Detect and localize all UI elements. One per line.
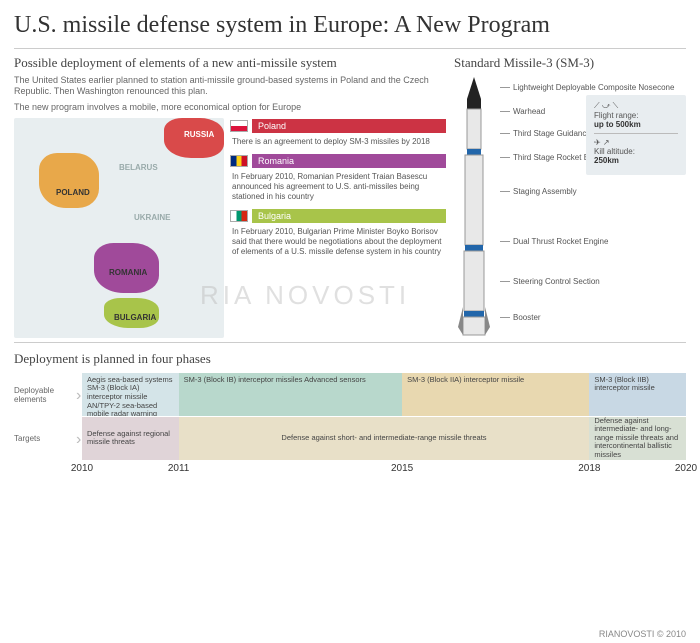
flag-icon	[230, 120, 248, 132]
top-section: Possible deployment of elements of a new…	[14, 55, 686, 338]
sm3-title: Standard Missile-3 (SM-3)	[454, 55, 686, 71]
country-name: Poland	[252, 119, 446, 133]
kill-altitude: ✈ ↗Kill altitude:250km	[594, 138, 678, 165]
europe-map: POLAND BELARUS RUSSIA UKRAINE ROMANIA BULGARI…	[14, 118, 224, 338]
country-name: Romania	[252, 154, 446, 168]
gantt-phase: SM-3 (Block IB) interceptor missiles Adv…	[179, 373, 402, 416]
year-label: 2010	[71, 463, 93, 474]
missile-labels: Lightweight Deployable Composite Nosecon…	[500, 77, 686, 337]
gantt-row: Defense against regional missile threats…	[82, 417, 686, 461]
year-label: 2018	[578, 463, 600, 474]
map-label-romania: ROMANIA	[109, 268, 147, 277]
gantt-bars: Aegis sea-based systems SM-3 (Block IA) …	[82, 373, 686, 477]
map-label-russia: RUSSIA	[184, 130, 214, 139]
description-1: The United States earlier planned to sta…	[14, 75, 446, 98]
missile-part-label: Dual Thrust Rocket Engine	[500, 237, 608, 246]
gantt-phase: Defense against regional missile threats	[82, 417, 179, 460]
deployment-subtitle: Possible deployment of elements of a new…	[14, 55, 446, 71]
country-name: Bulgaria	[252, 209, 446, 223]
map-shape-poland	[39, 153, 99, 208]
separator	[14, 48, 686, 49]
missile-part-label: Staging Assembly	[500, 187, 577, 196]
main-title: U.S. missile defense system in Europe: A…	[14, 12, 686, 40]
map-row: POLAND BELARUS RUSSIA UKRAINE ROMANIA BULGARI…	[14, 118, 446, 338]
missile-diagram: Lightweight Deployable Composite Nosecon…	[454, 77, 686, 337]
gantt-row-label: Deployable elements›	[14, 373, 82, 417]
flight-range: ⟋ ⤻ ⟍Flight range:up to 500km	[594, 101, 678, 129]
country-text: There is an agreement to deploy SM-3 mis…	[230, 134, 446, 147]
flag-icon	[230, 210, 248, 222]
gantt-phase: Defense against short- and intermediate-…	[179, 417, 590, 460]
year-label: 2015	[391, 463, 413, 474]
gantt-phase: Defense against intermediate- and long-r…	[589, 417, 686, 460]
gantt-chart: Deployable elements›Targets› Aegis sea-b…	[14, 373, 686, 477]
year-label: 2011	[168, 463, 190, 474]
country-box-poland: PolandThere is an agreement to deploy SM…	[230, 118, 446, 147]
separator-2	[14, 342, 686, 343]
gantt-phase: Aegis sea-based systems SM-3 (Block IA) …	[82, 373, 179, 416]
missile-part-label: Lightweight Deployable Composite Nosecon…	[500, 83, 674, 92]
map-label-bulgaria: BULGARIA	[114, 313, 156, 322]
right-column: Standard Missile-3 (SM-3) Lightweight De…	[454, 55, 686, 338]
country-text: In February 2010, Romanian President Tra…	[230, 169, 446, 202]
phases-title: Deployment is planned in four phases	[14, 351, 686, 367]
map-label-poland: POLAND	[56, 188, 90, 197]
phases-section: Deployment is planned in four phases Dep…	[14, 351, 686, 477]
missile-part-label: Warhead	[500, 107, 545, 116]
flag-icon	[230, 155, 248, 167]
missile-specs: ⟋ ⤻ ⟍Flight range:up to 500km ✈ ↗Kill al…	[586, 95, 686, 175]
gantt-phase: SM-3 (Block IIA) interceptor missile	[402, 373, 589, 416]
gantt-row-labels: Deployable elements›Targets›	[14, 373, 82, 477]
infographic-page: { "title": "U.S. missile defense system …	[0, 0, 700, 643]
missile-svg	[454, 77, 494, 337]
missile-part-label: Steering Control Section	[500, 277, 600, 286]
footer-credit: RIANOVOSTI © 2010	[599, 629, 686, 639]
map-label-ukraine: UKRAINE	[134, 213, 170, 222]
map-label-belarus: BELARUS	[119, 163, 158, 172]
country-box-bulgaria: BulgariaIn February 2010, Bulgarian Prim…	[230, 208, 446, 257]
gantt-row-label: Targets›	[14, 417, 82, 461]
year-axis: 20102011201520182020	[82, 463, 686, 477]
left-column: Possible deployment of elements of a new…	[14, 55, 446, 338]
missile-shape	[454, 77, 494, 337]
gantt-phase: SM-3 (Block IIB) interceptor missile	[589, 373, 686, 416]
country-text: In February 2010, Bulgarian Prime Minist…	[230, 224, 446, 257]
year-label: 2020	[675, 463, 697, 474]
country-box-romania: RomaniaIn February 2010, Romanian Presid…	[230, 153, 446, 202]
missile-part-label: Booster	[500, 313, 541, 322]
gantt-row: Aegis sea-based systems SM-3 (Block IA) …	[82, 373, 686, 417]
description-2: The new program involves a mobile, more …	[14, 102, 446, 114]
country-list: PolandThere is an agreement to deploy SM…	[230, 118, 446, 338]
